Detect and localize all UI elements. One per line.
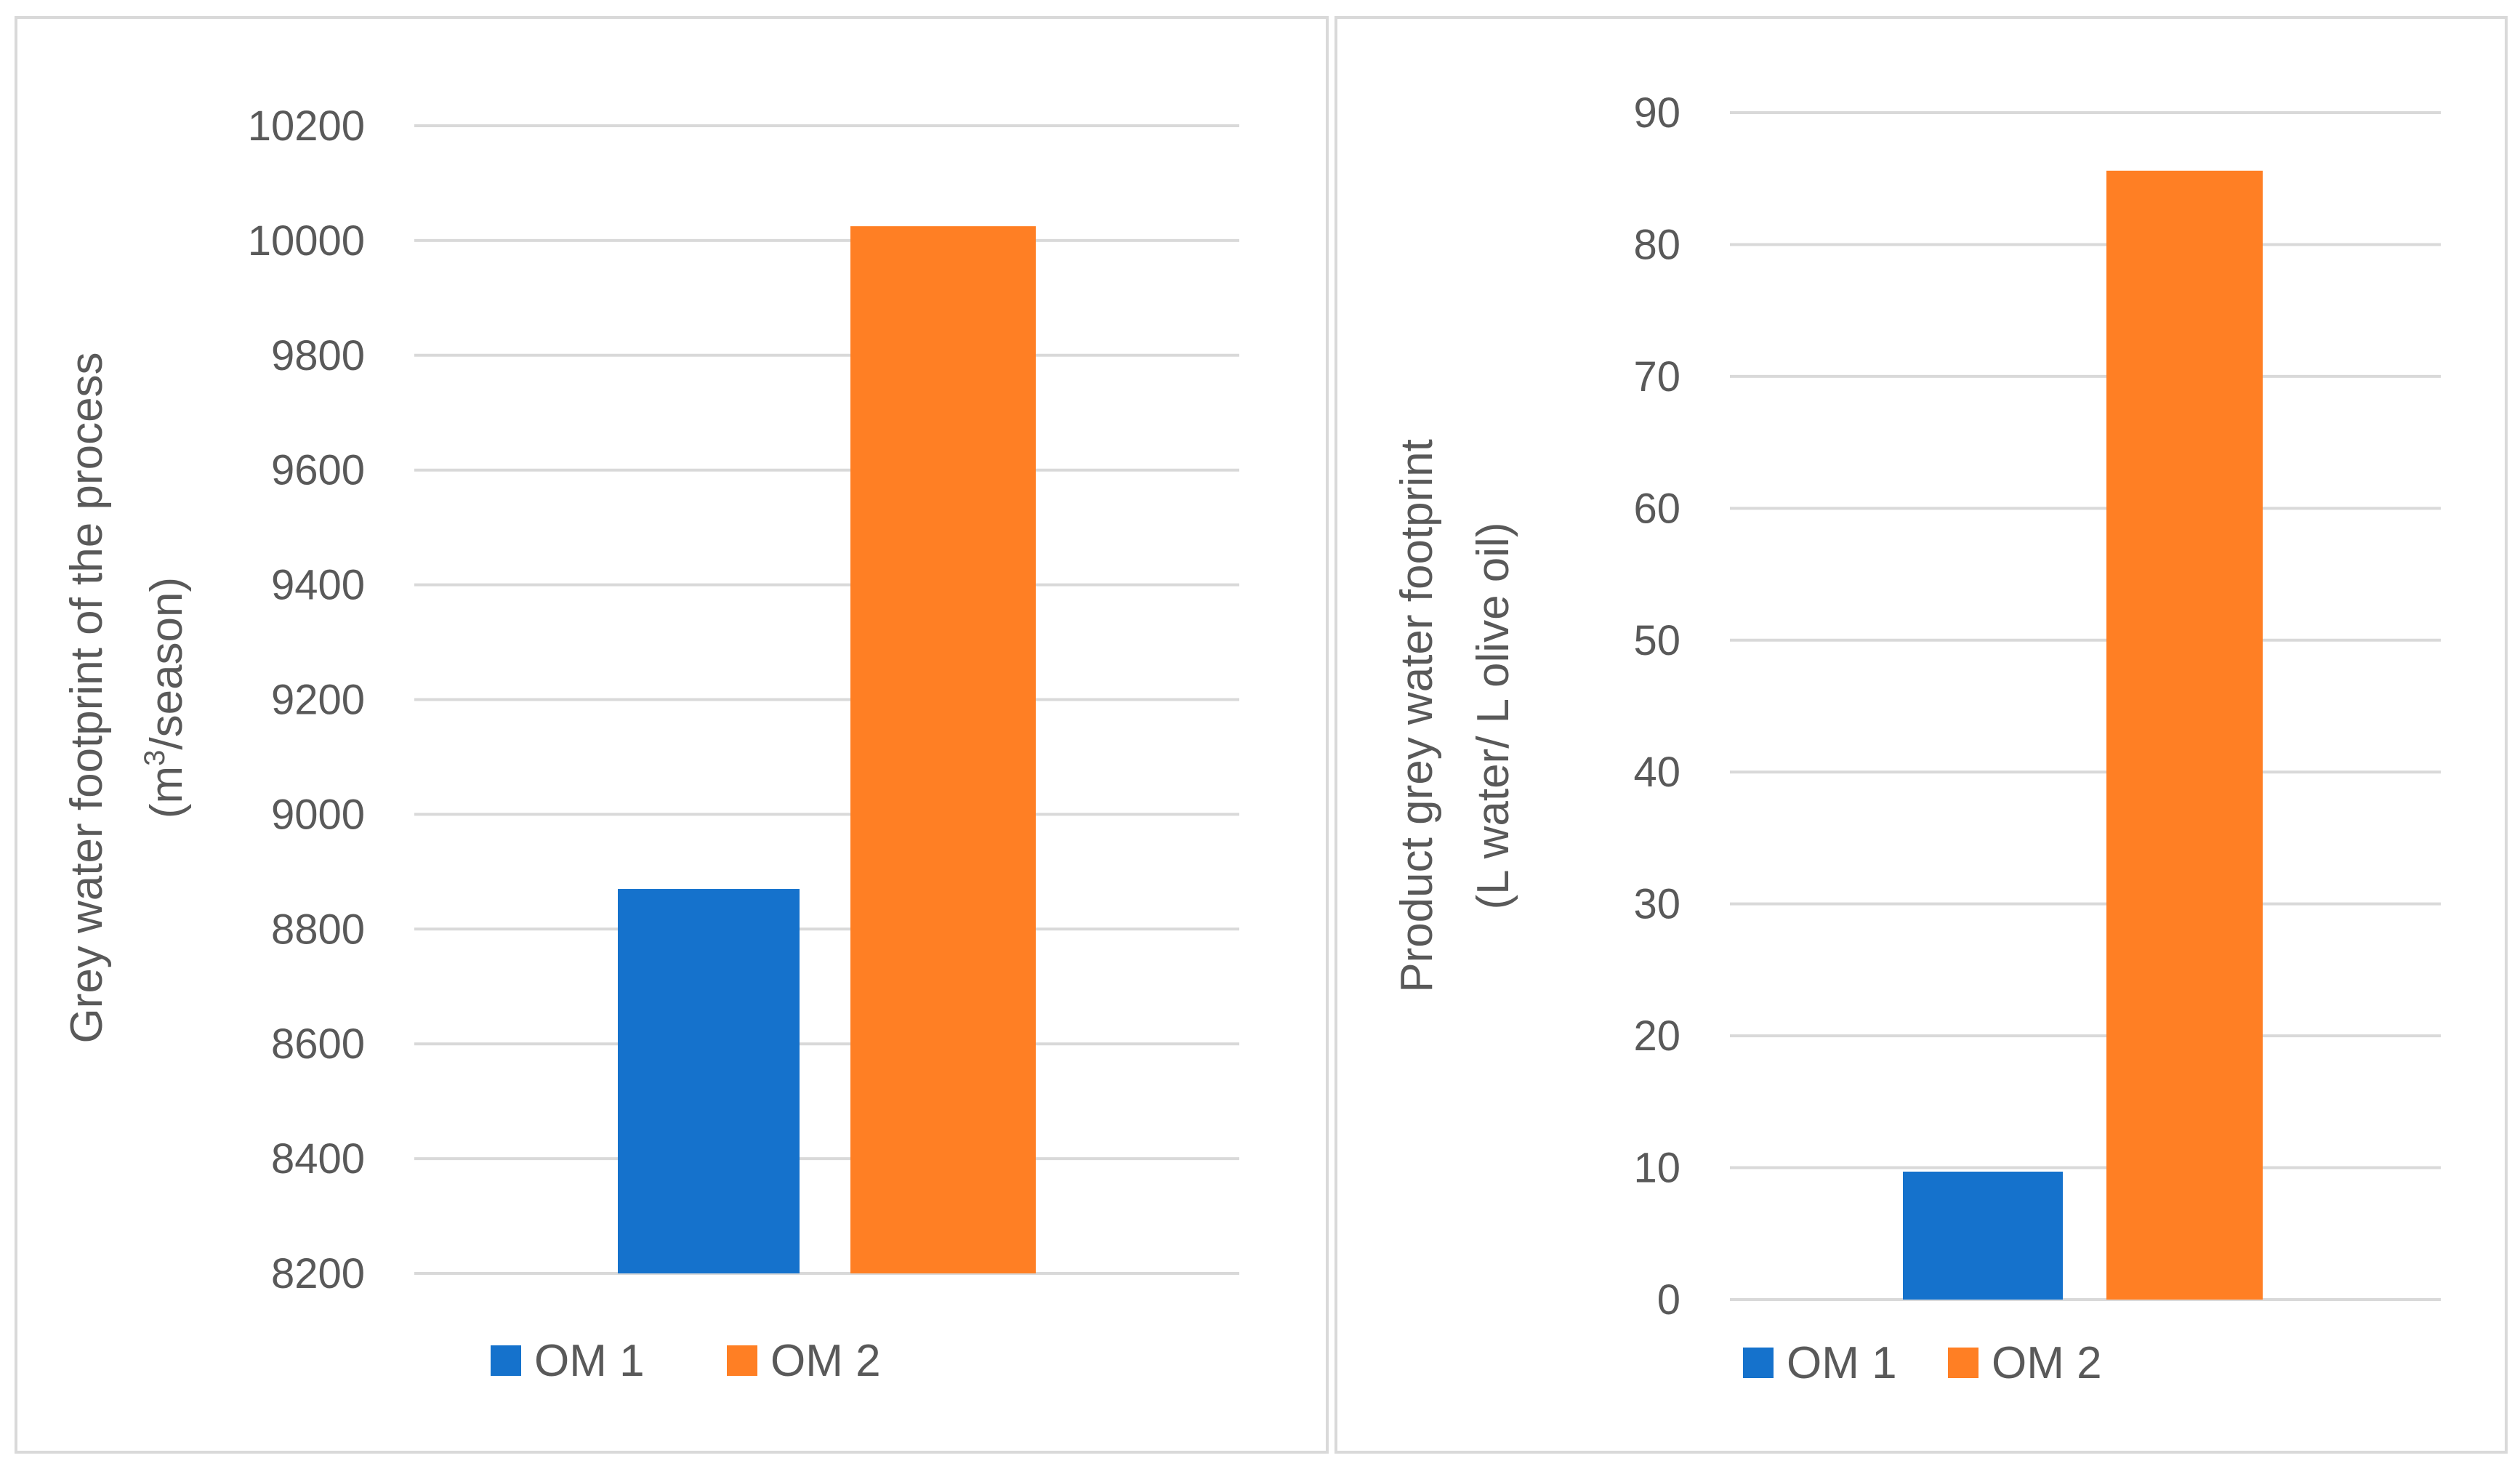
y-tick-label: 30 [1633, 881, 1680, 928]
bar-om-1 [618, 889, 800, 1273]
legend-swatch [491, 1345, 521, 1376]
y-axis-title-line: (m3/season) [139, 577, 192, 818]
y-tick-label: 8800 [271, 906, 365, 953]
legend-swatch [1743, 1348, 1774, 1378]
y-tick-label: 8200 [271, 1250, 365, 1297]
y-tick-label: 70 [1633, 353, 1680, 400]
y-tick-label: 40 [1633, 749, 1680, 796]
y-tick-label: 60 [1633, 485, 1680, 532]
y-tick-label: 10000 [248, 217, 365, 265]
y-tick-label: 0 [1657, 1276, 1680, 1324]
legend-label: OM 2 [1992, 1338, 2102, 1388]
bar-om-1 [1903, 1171, 2063, 1300]
y-tick-label: 9400 [271, 562, 365, 609]
y-tick-label: 9000 [271, 791, 365, 838]
y-tick-label: 8600 [271, 1020, 365, 1068]
y-tick-label: 10200 [248, 102, 365, 150]
bar-om-2 [850, 226, 1036, 1274]
y-tick-label: 8400 [271, 1135, 365, 1183]
bar-om-2 [2106, 170, 2263, 1300]
y-tick-label: 50 [1633, 617, 1680, 664]
legend-label: OM 1 [534, 1336, 645, 1386]
legend-swatch [1948, 1348, 1978, 1378]
y-tick-label: 9200 [271, 677, 365, 724]
y-axis-title-line: Product grey water footprint [1392, 439, 1442, 993]
y-tick-label: 9800 [271, 332, 365, 379]
y-tick-label: 80 [1633, 221, 1680, 268]
y-axis-title-line: Grey water footprint of the process [62, 352, 112, 1043]
y-tick-label: 9600 [271, 447, 365, 494]
y-tick-label: 90 [1633, 89, 1680, 137]
legend-label: OM 2 [770, 1336, 881, 1386]
legend-swatch [727, 1345, 757, 1376]
y-tick-label: 20 [1633, 1012, 1680, 1060]
y-axis-title-line: (L water/ L olive oil) [1468, 523, 1518, 910]
legend-label: OM 1 [1787, 1338, 1897, 1388]
y-tick-label: 10 [1633, 1145, 1680, 1192]
